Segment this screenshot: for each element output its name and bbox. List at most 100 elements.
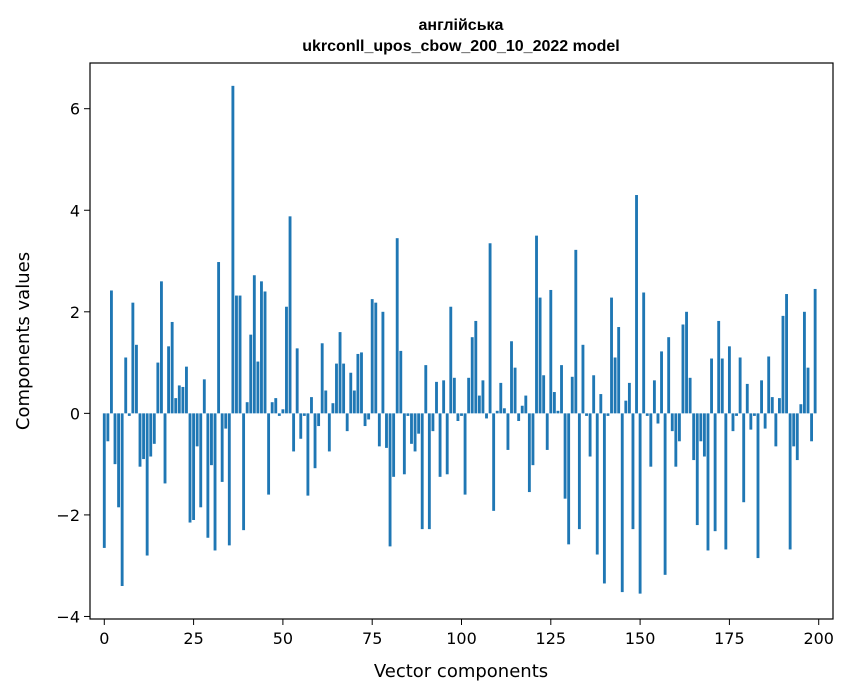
bar-185 — [763, 413, 767, 429]
bar-157 — [663, 413, 667, 575]
bar-33 — [220, 413, 224, 482]
bar-169 — [706, 413, 710, 551]
bar-116 — [517, 413, 521, 421]
bar-4 — [117, 413, 121, 508]
bar-80 — [388, 413, 392, 547]
bar-68 — [345, 413, 349, 432]
bar-128 — [560, 365, 563, 414]
bar-6 — [124, 357, 128, 414]
x-tick-label: 25 — [183, 629, 203, 648]
bar-46 — [267, 413, 271, 495]
bar-81 — [392, 413, 396, 477]
bar-103 — [470, 337, 474, 414]
bar-197 — [806, 367, 810, 414]
bar-140 — [602, 413, 606, 584]
bar-174 — [724, 413, 728, 550]
bar-10 — [138, 413, 142, 467]
bar-199 — [813, 288, 817, 414]
bar-42 — [252, 275, 256, 414]
bar-152 — [645, 413, 649, 416]
y-axis-label: Components values — [13, 252, 34, 430]
bar-65 — [335, 363, 338, 414]
bar-22 — [181, 386, 185, 414]
bar-21 — [177, 385, 181, 414]
bar-72 — [360, 352, 363, 414]
bar-9 — [135, 344, 138, 414]
bar-38 — [238, 295, 242, 414]
bar-93 — [435, 381, 438, 414]
bar-49 — [277, 413, 281, 416]
bar-161 — [677, 413, 681, 442]
bar-16 — [160, 281, 163, 414]
bar-127 — [556, 410, 560, 414]
bar-18 — [167, 346, 171, 414]
bar-119 — [527, 413, 531, 493]
bar-151 — [642, 292, 646, 414]
bar-5 — [120, 413, 124, 586]
bar-139 — [599, 394, 603, 414]
bar-82 — [395, 238, 399, 414]
bar-43 — [256, 361, 260, 414]
bar-56 — [302, 413, 306, 416]
bar-24 — [188, 413, 192, 523]
bar-113 — [506, 413, 510, 450]
bar-1 — [106, 413, 110, 442]
bar-76 — [374, 302, 378, 414]
bar-27 — [199, 413, 203, 508]
bar-132 — [574, 249, 578, 414]
bar-19 — [170, 321, 174, 414]
bar-195 — [799, 404, 803, 414]
x-tick-label: 50 — [273, 629, 293, 648]
bar-36 — [231, 85, 235, 414]
bar-2 — [110, 290, 113, 414]
x-tick-label: 0 — [99, 629, 109, 648]
bar-34 — [224, 413, 228, 429]
bar-85 — [406, 413, 410, 416]
bar-73 — [363, 413, 367, 427]
bar-150 — [638, 413, 642, 594]
bar-87 — [413, 413, 417, 452]
bar-55 — [299, 413, 303, 439]
bar-135 — [585, 413, 588, 416]
bar-168 — [702, 413, 706, 457]
bar-166 — [695, 413, 699, 526]
bar-3 — [113, 413, 117, 465]
bar-37 — [235, 295, 238, 414]
bar-60 — [317, 413, 321, 427]
bar-44 — [260, 281, 263, 414]
bar-95 — [442, 380, 446, 414]
bar-184 — [760, 380, 763, 414]
bar-129 — [563, 413, 567, 499]
bar-59 — [313, 413, 317, 469]
bar-164 — [688, 377, 692, 414]
y-tick-label: 2 — [70, 303, 80, 322]
bar-147 — [627, 382, 631, 414]
bar-79 — [385, 413, 388, 448]
bar-11 — [142, 413, 146, 460]
bar-28 — [202, 379, 206, 414]
bar-50 — [281, 409, 285, 414]
bar-39 — [242, 413, 246, 531]
bar-133 — [577, 413, 581, 530]
bar-88 — [417, 413, 421, 434]
bar-144 — [617, 327, 621, 414]
bar-66 — [338, 332, 342, 414]
bar-90 — [424, 365, 428, 414]
bar-105 — [477, 395, 481, 414]
bar-20 — [174, 398, 178, 414]
bar-41 — [249, 334, 253, 414]
y-axis: −4 −2 0 2 4 6 — [56, 100, 90, 626]
bar-189 — [777, 398, 781, 414]
x-tick-label: 150 — [625, 629, 656, 648]
bar-194 — [795, 413, 799, 461]
bar-159 — [670, 413, 674, 432]
bar-14 — [152, 413, 156, 444]
bar-75 — [370, 299, 374, 414]
x-tick-label: 175 — [714, 629, 745, 648]
x-tick-label: 200 — [803, 629, 834, 648]
bar-138 — [595, 413, 599, 555]
bar-125 — [549, 289, 553, 414]
bar-84 — [402, 413, 406, 475]
bar-175 — [727, 346, 731, 414]
